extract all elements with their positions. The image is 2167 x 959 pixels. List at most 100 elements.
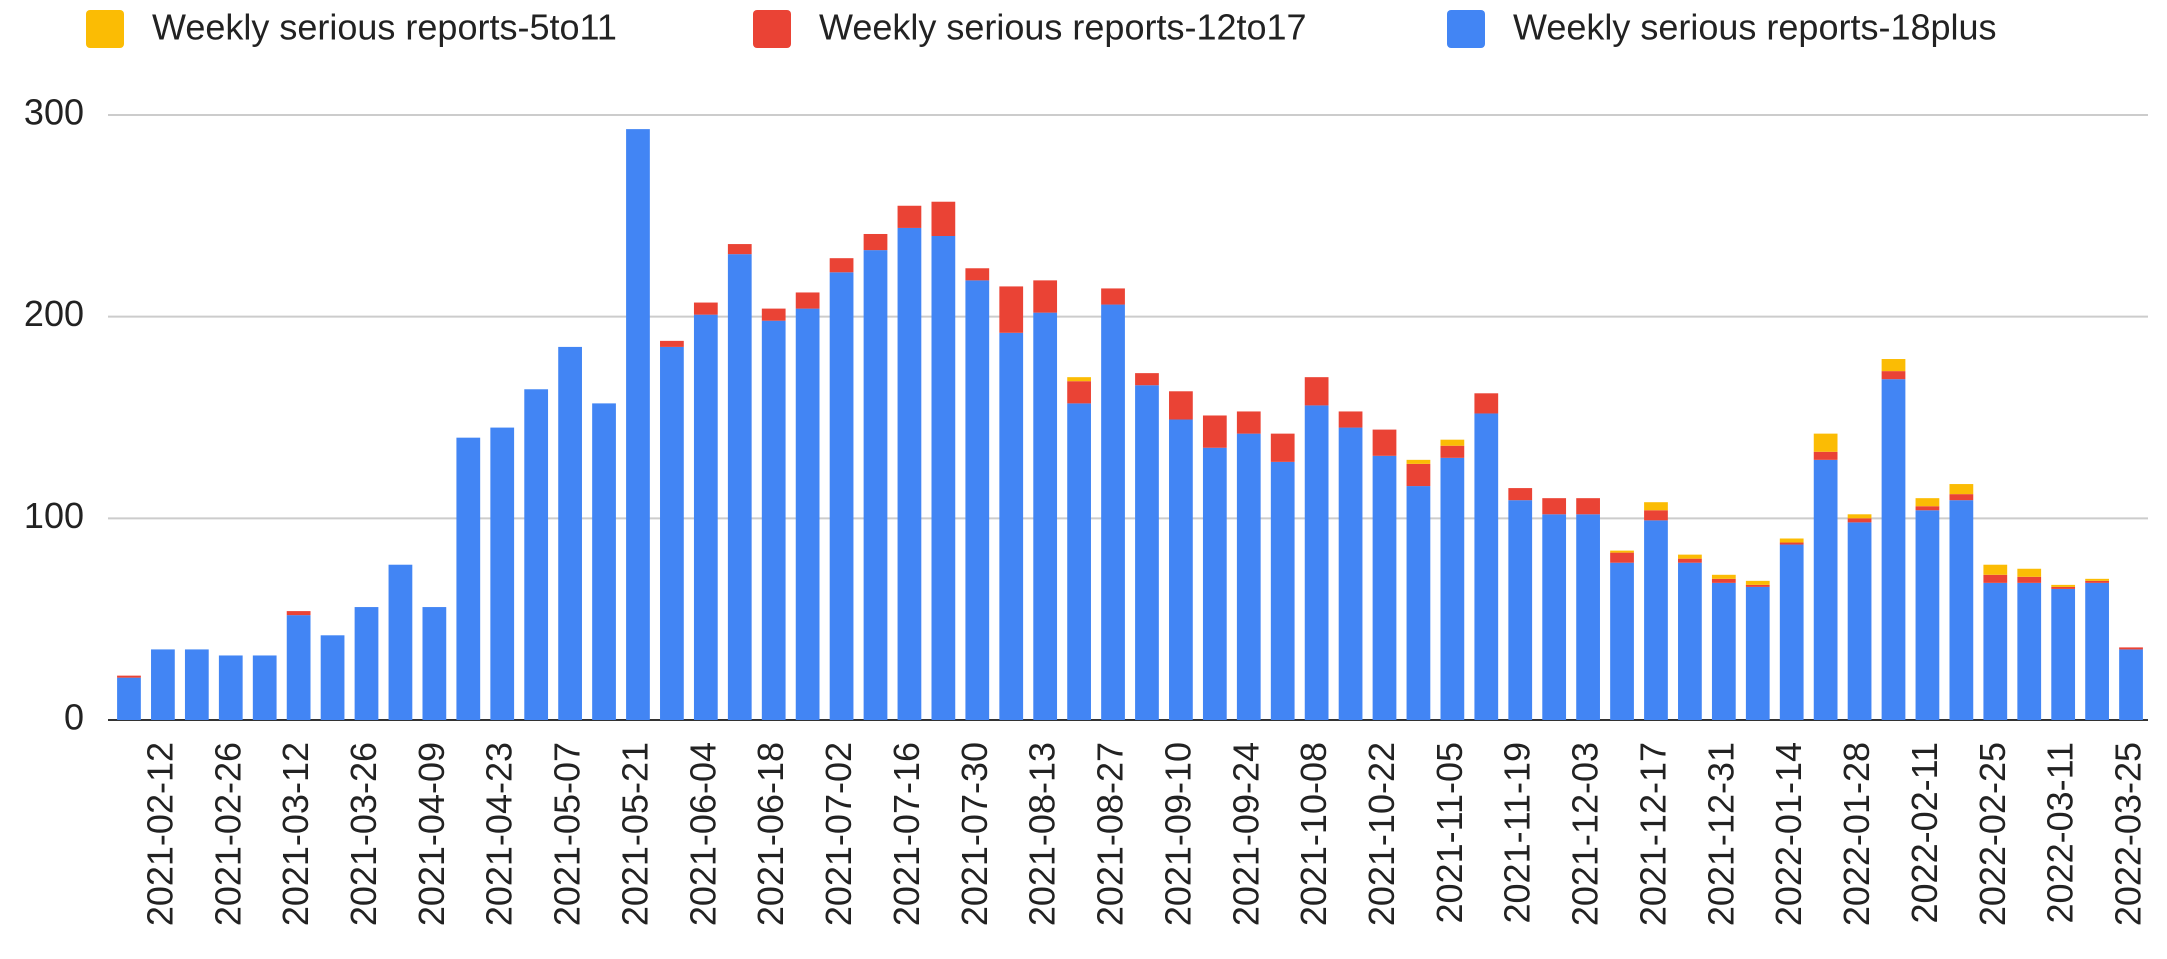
bar-segment	[1779, 544, 1804, 720]
bar-segment	[422, 607, 447, 720]
bar-segment	[1440, 445, 1465, 458]
legend-swatch	[86, 10, 124, 48]
bar-segment	[117, 677, 141, 720]
y-tick-label: 100	[24, 495, 84, 536]
bar-segment	[1440, 439, 1465, 446]
bar-segment	[1406, 463, 1431, 487]
bar-segment	[1576, 514, 1600, 720]
x-tick-label: 2021-10-08	[1293, 742, 1334, 926]
bar-segment	[693, 314, 718, 720]
bar-segment	[1576, 498, 1600, 515]
bar-segment	[117, 675, 141, 678]
bar-segment	[1169, 391, 1193, 420]
legend-swatch	[1447, 10, 1485, 48]
x-tick-label: 2021-06-04	[682, 742, 723, 926]
bar-segment	[660, 340, 684, 347]
x-tick-label: 2022-03-11	[2040, 742, 2081, 923]
bar-segment	[660, 346, 684, 720]
bar-segment	[1338, 411, 1363, 428]
bar-segment	[1202, 415, 1227, 448]
bar-segment	[1202, 447, 1227, 720]
bar-segment	[1474, 393, 1499, 414]
x-tick-label: 2021-11-19	[1497, 742, 1538, 923]
x-tick-label: 2021-07-02	[818, 742, 859, 926]
bar-segment	[1270, 433, 1295, 462]
bar-segment	[761, 308, 786, 321]
bar-segment	[1101, 288, 1125, 305]
bar-segment	[354, 607, 379, 720]
bar-segment	[1779, 542, 1804, 545]
x-tick-label: 2021-04-23	[479, 742, 520, 926]
bar-segment	[1406, 459, 1431, 464]
x-tick-label: 2021-07-16	[886, 742, 927, 926]
bar-segment	[1610, 552, 1634, 563]
bar-segment	[1304, 377, 1329, 406]
bar-segment	[1881, 359, 1906, 372]
bar-segment	[931, 236, 956, 720]
bar-segment	[1644, 502, 1668, 511]
bar-segment	[999, 286, 1024, 333]
bar-segment	[1372, 455, 1397, 720]
bar-segment	[1542, 498, 1567, 515]
bar-segment	[626, 129, 650, 720]
bar-segment	[1033, 312, 1058, 720]
bar-segment	[1711, 582, 1736, 720]
bar-segment	[1508, 500, 1533, 720]
legend-label: Weekly serious reports-18plus	[1513, 7, 1997, 48]
bar-segment	[1881, 371, 1906, 380]
x-tick-label: 2021-03-12	[275, 742, 316, 926]
bar-segment	[1949, 484, 1974, 495]
bar-segment	[1915, 498, 1940, 507]
bar-segment	[558, 346, 582, 720]
bar-segment	[524, 389, 549, 720]
bar-segment	[286, 611, 311, 616]
bar-segment	[1236, 433, 1261, 720]
bar-segment	[1610, 550, 1634, 553]
bar-segment	[1678, 558, 1702, 563]
bar-segment	[2119, 649, 2143, 720]
bar-segment	[1135, 385, 1159, 720]
bar-segment	[1236, 411, 1261, 434]
bar-segment	[1135, 373, 1159, 386]
bar-segment	[1169, 419, 1193, 720]
x-tick-label: 2022-01-28	[1836, 742, 1877, 926]
bar-segment	[1508, 488, 1533, 501]
bar-segment	[1644, 510, 1668, 521]
bar-segment	[1338, 427, 1363, 720]
x-tick-label: 2021-10-22	[1361, 742, 1402, 926]
x-tick-label: 2021-04-09	[411, 742, 452, 926]
bar-segment	[1847, 518, 1872, 523]
bar-segment	[1745, 584, 1770, 587]
bar-segment	[1101, 304, 1125, 720]
bar-segment	[727, 254, 752, 720]
bar-segment	[863, 250, 888, 720]
bar-segment	[286, 615, 311, 720]
x-tick-label: 2021-06-18	[750, 742, 791, 926]
bar-segment	[931, 201, 956, 236]
bar-segment	[2017, 582, 2042, 720]
bar-segment	[2051, 588, 2076, 720]
bar-segment	[1678, 562, 1702, 720]
bar-segment	[1610, 562, 1634, 720]
bar-segment	[1949, 500, 1974, 720]
bar-segment	[2017, 576, 2042, 583]
bar-segment	[151, 649, 175, 720]
bar-segment	[1881, 379, 1906, 720]
bar-segment	[1304, 405, 1329, 720]
bar-segment	[965, 268, 990, 281]
x-tick-label: 2021-05-21	[614, 742, 655, 926]
bar-segment	[795, 292, 820, 309]
bar-segment	[184, 649, 209, 720]
x-tick-label: 2022-02-11	[1904, 742, 1945, 923]
legend-label: Weekly serious reports-12to17	[819, 7, 1307, 48]
bar-segment	[1983, 574, 2008, 583]
bar-segment	[1067, 381, 1091, 404]
bar-segment	[1745, 580, 1770, 585]
bar-segment	[320, 635, 345, 720]
bar-segment	[897, 205, 922, 228]
x-tick-label: 2022-03-25	[2108, 742, 2149, 926]
x-tick-label: 2022-01-14	[1768, 742, 1809, 926]
bar-segment	[490, 427, 515, 720]
x-tick-label: 2022-02-25	[1972, 742, 2013, 926]
